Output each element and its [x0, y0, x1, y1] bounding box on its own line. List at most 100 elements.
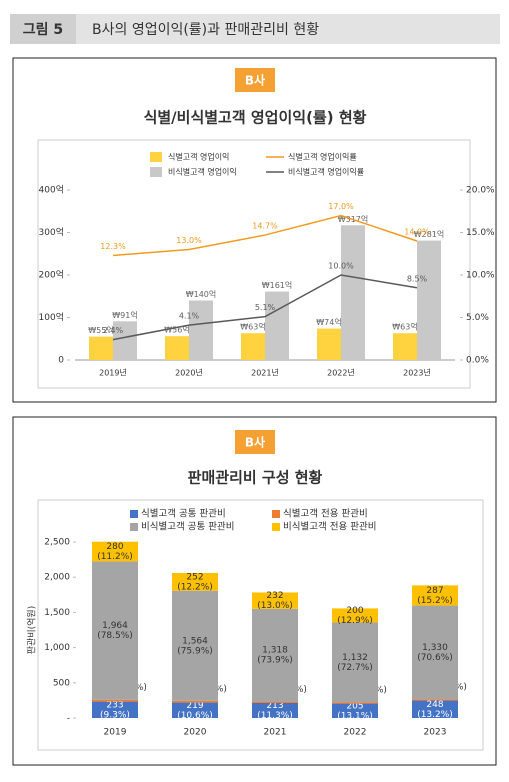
- bar-segment: [92, 699, 138, 702]
- bar: [317, 328, 341, 360]
- bar-segment: [332, 703, 378, 718]
- bar-segment: [172, 590, 218, 701]
- bar-segment: [332, 608, 378, 623]
- share-label: (70.6%): [417, 653, 453, 663]
- header-title: B사의 영업이익(률)과 판매관리비 현황: [92, 22, 319, 38]
- tick-label: 200억: [39, 269, 64, 281]
- legend-swatch: [130, 510, 138, 518]
- value-label: 14.7%: [252, 222, 278, 231]
- value-label: ₩56억: [164, 325, 189, 335]
- bar: [341, 225, 365, 360]
- legend-swatch: [272, 510, 280, 518]
- value-label: 1,330: [422, 643, 448, 653]
- x-tick-label: 2019: [104, 728, 127, 738]
- figure-box: [10, 14, 76, 44]
- x-tick-label: 2022년: [327, 368, 355, 378]
- share-label: (75.9%): [177, 646, 213, 656]
- value-label: 8.5%: [407, 274, 428, 283]
- share-label: (9.3%): [100, 710, 130, 720]
- share-label: (12.2%): [177, 582, 213, 592]
- tick-label: 300억: [39, 226, 64, 238]
- x-tick-label: 2020년: [175, 368, 203, 378]
- tick-label: 0: [58, 356, 64, 366]
- bar: [417, 240, 441, 360]
- tick-label: 400억: [39, 184, 64, 196]
- value-label: 200: [346, 606, 363, 616]
- bar-segment: [252, 703, 298, 718]
- x-tick-label: 2023년: [403, 368, 431, 378]
- share-label: (11.3%): [257, 711, 293, 721]
- value-label: 12.3%: [100, 242, 126, 251]
- value-label: 13.0%: [176, 236, 202, 245]
- line: [112, 214, 418, 257]
- tick-label: 10.0%: [466, 271, 495, 281]
- badge: [235, 68, 275, 92]
- line: [112, 274, 418, 341]
- bar-segment: [92, 561, 138, 700]
- tick-label: 20.0%: [466, 186, 495, 196]
- legend-label: 식별고객 공통 판관비: [141, 509, 226, 520]
- value-label: ₩161억: [262, 280, 293, 290]
- x-tick-label: 2019년: [99, 368, 127, 378]
- bar: [393, 333, 417, 360]
- value-label: 280: [106, 542, 123, 552]
- bar-segment: [92, 541, 138, 562]
- share-label: (78.5%): [97, 631, 133, 641]
- legend-label: 식별고객 전용 판관비: [283, 509, 368, 520]
- tick-label: -: [67, 714, 70, 724]
- value-label: 233: [106, 700, 123, 710]
- figure-number: 그림 5: [23, 22, 63, 38]
- badge-text: B사: [245, 435, 265, 450]
- legend-label: 식별고객 영업이익률: [288, 152, 357, 162]
- tick-label: 0.0%: [466, 356, 489, 366]
- value-label: 10.0%: [328, 262, 354, 271]
- value-label: 5.1%: [255, 303, 276, 312]
- share-label: (15.2%): [417, 596, 453, 606]
- tick-label: 500: [53, 678, 70, 688]
- bar: [165, 336, 189, 360]
- legend-label: 비식별고객 전용 판관비: [283, 522, 376, 533]
- value-label: 252: [186, 572, 203, 582]
- panel: [12, 416, 497, 766]
- value-label: ₩281억: [414, 229, 445, 239]
- x-tick-label: 2021년: [251, 368, 279, 378]
- value-label: ₩74억: [316, 317, 341, 327]
- value-label: 219: [186, 701, 203, 711]
- bar: [241, 333, 265, 360]
- value-label: 213: [266, 701, 283, 711]
- chart-title: 판매관리비 구성 현황: [188, 469, 323, 487]
- tick-label: 1,000: [44, 643, 70, 653]
- share-label: (12.9%): [337, 616, 373, 626]
- header-bar: [10, 14, 500, 44]
- bar-segment: [252, 608, 298, 702]
- badge-text: B사: [245, 73, 265, 88]
- value-label: 205: [346, 701, 363, 711]
- value-label: ₩55억: [88, 325, 113, 335]
- value-label: 248: [426, 700, 443, 710]
- share-label: (72.7%): [337, 663, 373, 673]
- tick-label: 2,000: [44, 573, 70, 583]
- x-tick-label: 2020: [184, 728, 207, 738]
- bar-segment: [252, 592, 298, 609]
- legend-label: 비식별고객 공통 판관비: [141, 522, 234, 533]
- value-label: 1,132: [342, 653, 368, 663]
- legend-swatch: [150, 167, 162, 177]
- bar-segment: [252, 701, 298, 704]
- bar-segment: [172, 700, 218, 703]
- tick-label: 5.0%: [466, 313, 489, 323]
- value-label: 287: [426, 586, 443, 596]
- value-label: ₩63억: [392, 322, 417, 332]
- bar-segment: [412, 699, 458, 701]
- bar: [189, 300, 213, 360]
- value-label: 1,564: [182, 636, 208, 646]
- tick-label: 15.0%: [466, 228, 495, 238]
- bar-segment: [412, 605, 458, 700]
- value-label: 2.4%: [103, 326, 124, 335]
- value-label: ₩91억: [112, 310, 137, 320]
- bar: [265, 291, 289, 360]
- share-label: (13.1%): [337, 711, 373, 721]
- value-label: 1,318: [262, 646, 288, 656]
- value-label: ₩140억: [186, 289, 217, 299]
- x-tick-label: 2021: [264, 728, 287, 738]
